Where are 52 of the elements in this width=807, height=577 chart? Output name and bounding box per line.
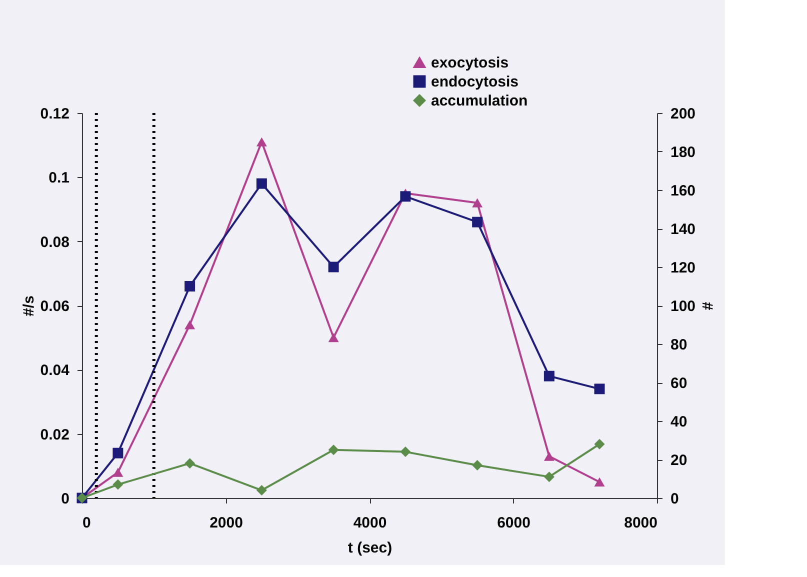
x-axis-title: t (sec)	[348, 540, 392, 556]
point	[594, 384, 605, 394]
point	[544, 472, 554, 482]
x-tick-label: 8000	[624, 514, 658, 532]
legend-label: exocytosis	[431, 54, 509, 72]
point	[184, 458, 196, 469]
y-tick-label: 0.04	[40, 362, 70, 380]
point	[112, 479, 124, 490]
point	[472, 216, 483, 228]
point	[256, 137, 267, 146]
point	[544, 370, 554, 382]
y-tick-label: 0.02	[40, 426, 70, 444]
y2-tick-label: 200	[670, 106, 696, 122]
x-tick-label: 6000	[497, 514, 530, 532]
x-tick-label: 4000	[353, 514, 387, 532]
point	[544, 452, 554, 461]
point	[256, 178, 267, 189]
y2-tick-label: 80	[670, 336, 688, 354]
point	[112, 448, 124, 458]
point	[328, 262, 339, 272]
y-axis-title: #/s	[20, 296, 38, 316]
y2-tick-label: 40	[670, 414, 688, 430]
y2-axis-title: #	[698, 302, 716, 311]
y2-tick-label: 120	[670, 260, 696, 276]
y-tick-label: 0	[61, 490, 70, 508]
y2-tick-label: 180	[670, 144, 696, 161]
point	[184, 320, 196, 330]
point	[472, 460, 483, 471]
y2-tick-label: 0	[670, 490, 679, 508]
y2-tick-label: 20	[670, 452, 688, 469]
y2-tick-label: 100	[670, 298, 696, 315]
point	[328, 444, 339, 456]
y2-tick-label: 160	[670, 182, 696, 200]
point	[256, 485, 267, 496]
x-tick-label: 0	[82, 514, 91, 532]
y2-tick-label: 60	[670, 375, 688, 392]
y-tick-label: 0.1	[48, 170, 70, 187]
x-tick-label: 2000	[210, 514, 243, 532]
y-tick-label: 0.06	[40, 298, 70, 315]
legend-label: accumulation	[431, 92, 528, 110]
y-tick-label: 0.12	[40, 106, 70, 122]
y-tick-label: 0.08	[40, 234, 70, 251]
point	[184, 281, 196, 292]
legend-label: endocytosis	[431, 74, 519, 90]
y2-tick-label: 140	[670, 221, 696, 238]
point	[594, 438, 605, 450]
point	[400, 191, 411, 202]
point	[328, 333, 339, 342]
point	[400, 446, 411, 458]
point	[112, 468, 124, 477]
point	[594, 477, 605, 486]
point	[472, 198, 483, 208]
